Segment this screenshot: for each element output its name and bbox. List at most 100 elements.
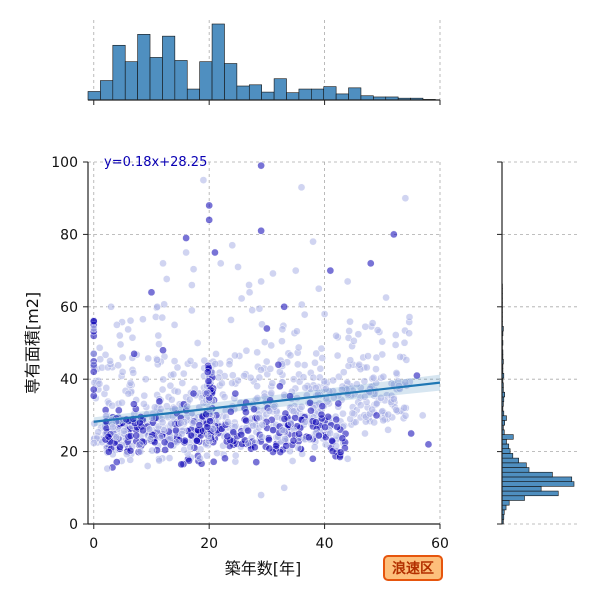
data-point xyxy=(101,350,110,359)
data-point xyxy=(209,457,218,466)
data-point xyxy=(89,360,98,369)
data-point xyxy=(289,407,298,416)
data-point xyxy=(332,442,341,450)
data-point xyxy=(231,451,240,460)
y-hist-bar xyxy=(501,462,527,468)
x-hist-bar xyxy=(236,85,250,101)
data-point xyxy=(307,406,315,415)
data-point xyxy=(300,361,309,369)
data-point xyxy=(206,417,214,425)
data-point xyxy=(265,435,273,444)
data-point xyxy=(281,435,290,443)
data-point xyxy=(391,331,400,339)
data-point xyxy=(265,407,274,415)
y-hist-bar xyxy=(501,453,514,459)
data-point xyxy=(368,405,376,414)
data-point xyxy=(167,419,175,428)
data-point xyxy=(158,418,167,427)
x-hist-bar xyxy=(100,80,114,101)
data-point xyxy=(221,454,229,463)
data-point xyxy=(244,426,252,435)
data-point xyxy=(401,411,410,420)
data-point xyxy=(89,317,98,326)
data-point xyxy=(280,302,289,311)
y-hist-bar xyxy=(501,495,525,501)
y-hist-bar xyxy=(501,476,573,482)
data-point xyxy=(346,317,354,326)
data-point xyxy=(377,394,385,402)
data-point xyxy=(378,407,387,416)
y-hist-bar xyxy=(501,434,514,440)
data-point xyxy=(177,460,186,469)
data-point xyxy=(418,411,427,420)
x-tick-label: 20 xyxy=(200,536,218,552)
data-point xyxy=(346,356,355,365)
data-point xyxy=(205,201,214,210)
data-point xyxy=(338,434,347,443)
data-point xyxy=(231,389,240,398)
data-point xyxy=(172,426,180,435)
data-point xyxy=(318,402,327,410)
data-point xyxy=(104,432,113,441)
data-point xyxy=(245,288,254,297)
data-point xyxy=(234,263,242,271)
x-hist-bar xyxy=(273,78,287,101)
data-point xyxy=(224,418,232,426)
data-point xyxy=(389,395,398,403)
data-point xyxy=(372,399,381,408)
data-point xyxy=(188,306,196,315)
data-point xyxy=(130,400,138,409)
data-point xyxy=(306,398,314,407)
data-point xyxy=(182,234,190,242)
data-point xyxy=(204,377,213,386)
data-point xyxy=(89,350,98,358)
data-point xyxy=(124,389,133,398)
y-hist-bar xyxy=(501,448,511,454)
data-point xyxy=(309,373,318,382)
data-point xyxy=(372,365,380,373)
data-point xyxy=(267,341,276,350)
data-point xyxy=(293,360,302,369)
data-point xyxy=(115,331,124,340)
regression-confidence-band xyxy=(93,374,440,427)
x-hist-bar xyxy=(186,88,200,101)
data-point xyxy=(118,398,126,407)
data-point xyxy=(312,418,320,427)
data-point xyxy=(372,411,381,420)
data-point xyxy=(311,358,319,367)
y-hist-bar xyxy=(501,486,542,492)
data-point xyxy=(250,405,258,414)
data-point xyxy=(136,418,144,427)
data-point xyxy=(379,372,388,381)
data-point xyxy=(332,415,341,424)
data-point xyxy=(401,194,410,203)
x-hist-bar xyxy=(224,63,238,101)
data-point xyxy=(400,403,409,412)
data-point xyxy=(228,241,237,250)
data-point xyxy=(384,426,392,434)
data-point xyxy=(329,376,337,385)
data-point xyxy=(392,406,401,414)
data-point xyxy=(317,410,326,419)
data-point xyxy=(211,248,219,257)
data-point xyxy=(192,436,201,445)
data-point xyxy=(154,331,163,340)
data-point xyxy=(301,383,310,392)
x-hist-bar xyxy=(360,95,374,101)
data-point xyxy=(253,382,261,391)
data-point xyxy=(120,426,128,435)
data-point xyxy=(159,426,168,434)
data-point xyxy=(297,402,306,411)
data-point xyxy=(136,447,145,456)
data-point xyxy=(318,354,327,362)
data-point xyxy=(228,371,237,380)
data-point xyxy=(328,436,336,445)
data-point xyxy=(106,357,114,365)
data-point xyxy=(402,356,411,364)
data-point xyxy=(257,161,265,170)
data-point xyxy=(320,377,329,386)
y-hist-bar xyxy=(501,438,507,445)
x-hist-bar xyxy=(162,35,176,101)
x-hist-bar xyxy=(199,61,213,101)
data-point xyxy=(280,483,289,492)
